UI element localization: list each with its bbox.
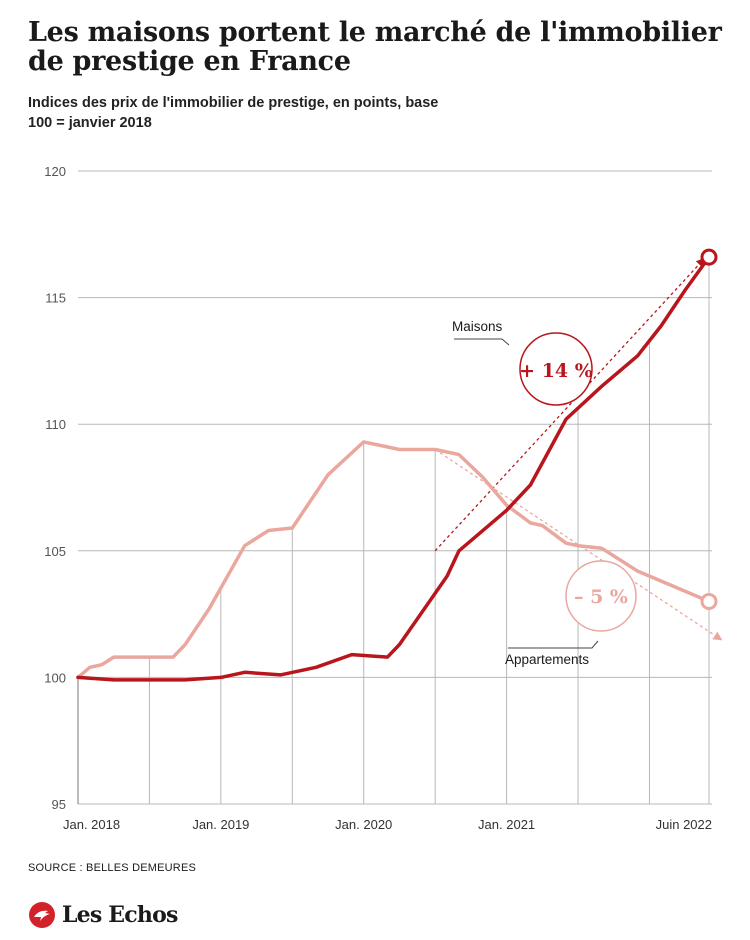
y-tick-label: 115 — [45, 291, 66, 306]
chart-title: Les maisons portent le marché de l'immob… — [28, 17, 722, 77]
change-bubble-maisons — [519, 332, 593, 406]
x-tick-label: Juin 2022 — [656, 817, 712, 832]
x-tick-label: Jan. 2018 — [63, 817, 120, 832]
series-line-appartements — [76, 440, 711, 680]
chart-subtitle: Indices des prix de l'immobilier de pres… — [28, 95, 439, 131]
trend-arrow-maisons — [434, 257, 706, 552]
y-tick-label: 110 — [45, 417, 66, 432]
leader-line-maisons — [454, 338, 510, 346]
end-marker-appartements — [700, 592, 718, 610]
y-tick-label: 120 — [44, 164, 66, 179]
source-note: SOURCE : BELLES DEMEURES — [28, 862, 197, 874]
change-label-maisons: + 14 % — [519, 360, 593, 382]
les-echos-logo-icon — [29, 902, 55, 928]
series-label-maisons: Maisons — [452, 319, 503, 334]
series-line-maisons — [76, 255, 711, 682]
brand-logo: Les Echos — [28, 898, 178, 932]
brand-name: Les Echos — [62, 902, 178, 928]
series-label-appartements: Appartements — [505, 652, 589, 667]
x-tick-label: Jan. 2020 — [335, 817, 392, 832]
x-tick-label: Jan. 2021 — [478, 817, 535, 832]
leader-line-appartements — [508, 640, 599, 649]
end-marker-maisons — [700, 248, 718, 266]
y-tick-label: 95 — [52, 797, 66, 812]
change-label-appartements: – 5 % — [574, 586, 628, 608]
line-chart: 95 100 105 110 115 120 Jan. 2018 Jan. 2019 Jan. … — [44, 164, 723, 832]
y-tick-label: 100 — [44, 670, 66, 685]
y-tick-label: 105 — [44, 544, 66, 559]
x-tick-label: Jan. 2019 — [192, 817, 249, 832]
change-bubble-appartements — [565, 560, 637, 632]
